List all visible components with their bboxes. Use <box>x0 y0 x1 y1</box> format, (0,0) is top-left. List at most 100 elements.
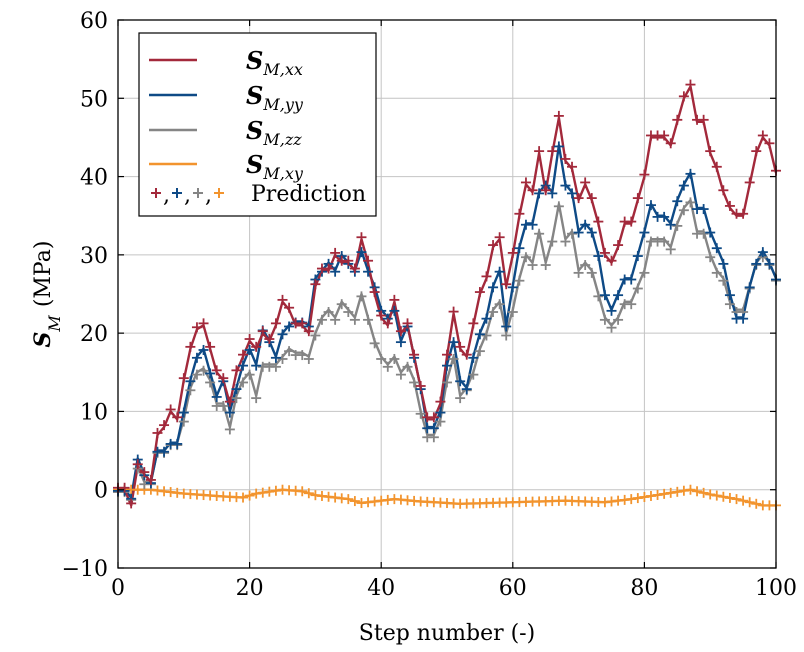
x-axis-label: Step number (-) <box>359 621 535 646</box>
prediction-marker-xy <box>698 487 709 498</box>
prediction-marker-zz <box>205 377 216 388</box>
prediction-marker-zz <box>297 350 308 361</box>
prediction-marker-zz <box>415 408 426 419</box>
prediction-marker-xx <box>224 396 235 407</box>
prediction-marker-zz <box>599 314 610 325</box>
prediction-marker-xx <box>718 185 729 196</box>
prediction-marker-yy <box>613 290 624 301</box>
prediction-marker-yy <box>547 188 558 199</box>
prediction-marker-xx <box>711 161 722 172</box>
prediction-marker-zz <box>178 416 189 427</box>
prediction-marker-xx <box>474 287 485 298</box>
prediction-marker-zz <box>402 361 413 372</box>
prediction-marker-yy <box>705 227 716 238</box>
prediction-marker-xx <box>369 287 380 298</box>
y-tick-label: −10 <box>62 557 108 582</box>
prediction-marker-xy <box>731 494 742 505</box>
prediction-marker-zz <box>678 205 689 216</box>
prediction-marker-yy <box>488 282 499 293</box>
prediction-marker-yy <box>764 258 775 269</box>
prediction-marker-yy <box>573 227 584 238</box>
prediction-marker-xx <box>251 341 262 352</box>
grid-lines <box>118 20 776 568</box>
prediction-marker-xx <box>132 459 143 470</box>
prediction-marker-xx <box>534 146 545 157</box>
legend-label-xx: SM,xx <box>246 46 303 79</box>
prediction-marker-xx <box>238 349 249 360</box>
prediction-marker-zz <box>514 275 525 286</box>
prediction-marker-yy <box>678 180 689 191</box>
prediction-marker-xy <box>652 489 663 500</box>
prediction-marker-xx <box>520 177 531 188</box>
prediction-marker-xx <box>744 177 755 188</box>
prediction-marker-yy <box>645 200 656 211</box>
prediction-marker-xx <box>442 349 452 360</box>
prediction-marker-zz <box>626 299 637 310</box>
prediction-marker-xx <box>606 255 617 266</box>
prediction-marker-zz <box>316 314 327 325</box>
prediction-marker-xx <box>613 240 624 251</box>
prediction-marker-zz <box>369 338 380 349</box>
prediction-marker-zz <box>455 393 466 404</box>
prediction-marker-yy <box>159 446 170 457</box>
prediction-marker-xy <box>349 496 360 507</box>
prediction-marker-xy <box>251 488 262 499</box>
prediction-marker-yy <box>632 251 643 262</box>
prediction-marker-yy <box>718 258 729 269</box>
prediction-marker-zz <box>553 201 564 212</box>
legend-separator: , <box>184 183 191 208</box>
prediction-marker-xy <box>303 488 314 499</box>
prediction-marker-zz <box>185 385 196 396</box>
prediction-marker-zz <box>613 314 624 325</box>
prediction-marker-yy <box>205 368 216 379</box>
prediction-marker-zz <box>284 346 295 357</box>
prediction-marker-zz <box>336 299 347 310</box>
prediction-marker-yy <box>599 290 610 301</box>
prediction-marker-zz <box>310 330 321 341</box>
prediction-marker-yy <box>534 188 545 199</box>
prediction-marker-yy <box>593 251 604 262</box>
prediction-marker-xx <box>665 138 676 149</box>
prediction-marker-xx <box>244 334 255 345</box>
prediction-marker-zz <box>448 353 459 364</box>
prediction-marker-zz <box>685 197 696 208</box>
x-tick-label: 60 <box>499 576 527 601</box>
prediction-marker-xx <box>593 216 604 227</box>
prediction-marker-zz <box>435 416 446 427</box>
prediction-marker-zz <box>560 236 571 247</box>
prediction-marker-zz <box>580 260 591 271</box>
prediction-marker-zz <box>270 361 281 372</box>
plot-frame <box>117 19 777 569</box>
prediction-marker-yy <box>461 384 472 395</box>
x-tick-label: 100 <box>755 576 797 601</box>
prediction-marker-xx <box>527 185 538 196</box>
prediction-marker-xx <box>678 91 689 102</box>
prediction-marker-xx <box>580 177 591 188</box>
prediction-marker-xx <box>409 349 420 360</box>
y-axis-subscript: M <box>45 315 64 333</box>
prediction-marker-yy <box>363 266 374 277</box>
prediction-marker-yy <box>395 337 406 348</box>
legend-marker-xx <box>151 188 161 198</box>
y-axis-unit: (MPa) <box>31 241 56 308</box>
prediction-marker-xx <box>382 318 393 329</box>
prediction-marker-xx <box>270 318 281 329</box>
prediction-marker-zz <box>468 369 479 380</box>
prediction-marker-xy <box>718 491 729 502</box>
prediction-marker-yy <box>580 219 591 230</box>
prediction-marker-xx <box>626 216 637 227</box>
prediction-marker-xy <box>711 490 722 501</box>
prediction-marker-xx <box>435 396 446 407</box>
prediction-marker-yy <box>567 188 578 199</box>
prediction-marker-zz <box>277 353 288 364</box>
prediction-marker-xx <box>218 373 229 384</box>
prediction-marker-xy <box>343 494 354 505</box>
prediction-marker-zz <box>534 228 545 239</box>
prediction-marker-yy <box>659 211 670 222</box>
prediction-marker-zz <box>428 432 439 443</box>
prediction-marker-xx <box>514 208 525 219</box>
prediction-marker-zz <box>494 299 505 310</box>
legend-prediction-markers: ,,, <box>151 183 224 208</box>
